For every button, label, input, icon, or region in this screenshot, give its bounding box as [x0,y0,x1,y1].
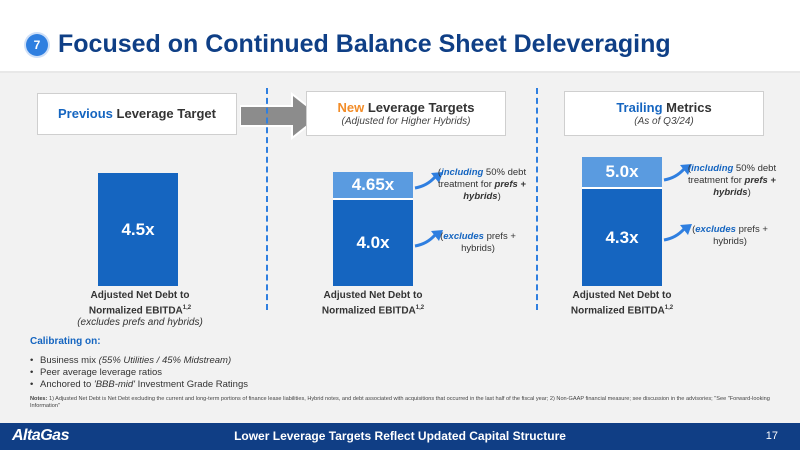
page-number: 17 [765,430,778,442]
previous-target-value: 4.5x [121,219,155,239]
page-title: Focused on Continued Balance Sheet Delev… [58,30,671,58]
calibrating-heading: Calibrating on: [30,336,101,347]
footnotes: Notes: 1) Adjusted Net Debt is Net Debt … [30,396,770,409]
footer-tagline: Lower Leverage Targets Reflect Updated C… [234,429,566,443]
trailing-including-arrow-icon [663,164,692,182]
trailing-including-bar: 5.0x [582,157,662,189]
header: 7 Focused on Continued Balance Sheet Del… [0,0,800,73]
trailing-excluding-bar: 4.3x [582,189,662,286]
calibrating-list: Business mix (55% Utilities / 45% Midstr… [30,355,248,391]
list-item: Peer average leverage ratios [30,367,248,379]
previous-target-box: Previous Leverage Target [37,93,237,135]
previous-target-heading: Previous Leverage Target [57,106,216,121]
trailing-including-note: (including 50% debt treatment for prefs … [687,163,777,198]
excludes-arrow-icon [414,230,443,248]
new-targets-box: New Leverage Targets (Adjusted for Highe… [306,91,506,136]
list-item: Anchored to 'BBB-mid' Investment Grade R… [30,379,248,391]
previous-target-bar: 4.5x [98,173,178,286]
new-target-including-bar: 4.65x [333,172,413,200]
trailing-excludes-arrow-icon [663,224,692,242]
including-arrow-icon [414,172,443,190]
altagas-logo: AltaGas [12,427,69,444]
previous-target-caption: Adjusted Net Debt to Normalized EBITDA1,… [77,290,203,329]
trailing-excludes-note: (excludes prefs + hybrids) [692,224,768,247]
title-divider [0,71,800,73]
new-target-excluding-bar: 4.0x [333,200,413,286]
trailing-excluding-value: 4.3x [605,227,639,247]
trailing-metrics-heading: Trailing Metrics [616,100,712,115]
calibrating-section: Calibrating on: Business mix (55% Utilit… [30,336,248,391]
trailing-metrics-subheading: (As of Q3/24) [634,116,694,127]
new-target-caption: Adjusted Net Debt to Normalized EBITDA1,… [321,290,425,317]
new-targets-heading: New Leverage Targets [337,100,475,115]
new-targets-subheading: (Adjusted for Higher Hybrids) [341,116,471,127]
new-target-excluding-value: 4.0x [356,233,390,252]
trailing-metrics-box: Trailing Metrics (As of Q3/24) [564,91,764,136]
column-divider-2 [536,88,538,310]
column-divider-1 [266,88,268,310]
footer: AltaGas Lower Leverage Targets Reflect U… [0,423,800,450]
new-target-excludes-note: (excludes prefs + hybrids) [440,231,516,254]
trailing-caption: Adjusted Net Debt to Normalized EBITDA1,… [570,290,674,317]
list-item: Business mix (55% Utilities / 45% Midstr… [30,355,248,367]
slide-number-badge: 7 [26,34,48,56]
new-target-including-note: (including 50% debt treatment for prefs … [437,167,527,202]
trailing-including-value: 5.0x [605,162,639,181]
new-target-including-value: 4.65x [351,175,395,194]
